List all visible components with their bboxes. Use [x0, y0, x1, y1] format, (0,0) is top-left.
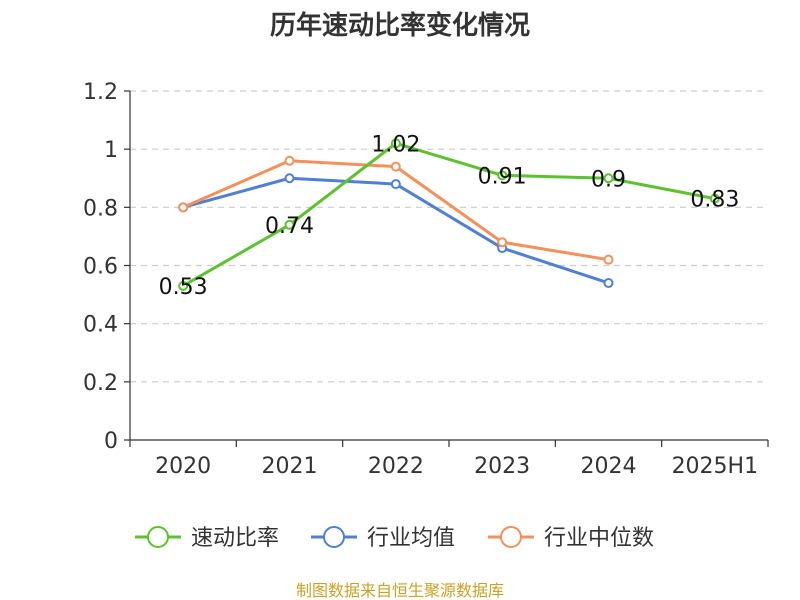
x-tick-label: 2025H1: [672, 454, 759, 479]
x-tick-label: 2021: [262, 454, 318, 479]
data-point: [603, 173, 614, 184]
data-label: 1.02: [371, 132, 420, 157]
data-point: [709, 193, 720, 204]
y-tick-label: 0.2: [83, 371, 118, 396]
data-point: [497, 170, 508, 181]
x-tick-label: 2023: [474, 454, 530, 479]
y-tick-label: 1.2: [83, 80, 118, 105]
legend-item-1[interactable]: 行业均值: [311, 526, 455, 551]
x-tick-label: 2024: [581, 454, 637, 479]
data-labels: 0.53 0.74 1.02 0.91 0.9 0.83: [159, 132, 740, 300]
series-lines: [178, 138, 720, 291]
data-point: [603, 254, 614, 265]
data-label: 0.74: [265, 214, 314, 239]
data-point: [390, 179, 401, 190]
y-tick-label: 0.4: [83, 313, 118, 338]
data-label: 0.9: [591, 167, 626, 192]
data-point: [497, 237, 508, 248]
chart-title: 历年速动比率变化情况: [270, 10, 530, 41]
y-tick-label: 0.6: [83, 255, 118, 280]
data-point: [178, 202, 189, 213]
data-point: [284, 155, 295, 166]
data-point: [603, 277, 614, 288]
series-line-0: [182, 141, 716, 288]
series-line-1: [182, 176, 609, 285]
legend-marker: [147, 526, 169, 548]
data-point: [178, 280, 189, 291]
legend-label: 速动比率: [191, 526, 279, 551]
data-point: [390, 138, 401, 149]
x-axis-ticks: 2020 2021 2022 2023 2024 2025H1: [129, 440, 769, 479]
data-label: 0.83: [690, 188, 739, 213]
data-label: 0.91: [478, 164, 527, 189]
data-point: [390, 161, 401, 172]
y-tick-label: 1: [104, 138, 118, 163]
legend-item-2[interactable]: 行业中位数: [488, 526, 654, 551]
legend-label: 行业中位数: [544, 526, 654, 551]
legend-marker: [323, 526, 345, 548]
x-tick-label: 2022: [368, 454, 424, 479]
legend[interactable]: 速动比率 行业均值 行业中位数: [135, 526, 654, 551]
source-note: 制图数据来自恒生聚源数据库: [296, 581, 504, 600]
grid-lines: [130, 90, 768, 383]
y-tick-label: 0: [104, 429, 118, 454]
y-tick-label: 0.8: [83, 196, 118, 221]
legend-marker: [500, 526, 522, 548]
legend-label: 行业均值: [367, 526, 455, 551]
y-axis-ticks: 0 0.2 0.4 0.6 0.8 1 1.2: [83, 80, 130, 454]
legend-item-0[interactable]: 速动比率: [135, 526, 279, 551]
x-tick-label: 2020: [155, 454, 211, 479]
data-point: [284, 173, 295, 184]
data-label: 0.53: [159, 275, 208, 300]
data-point: [284, 219, 295, 230]
